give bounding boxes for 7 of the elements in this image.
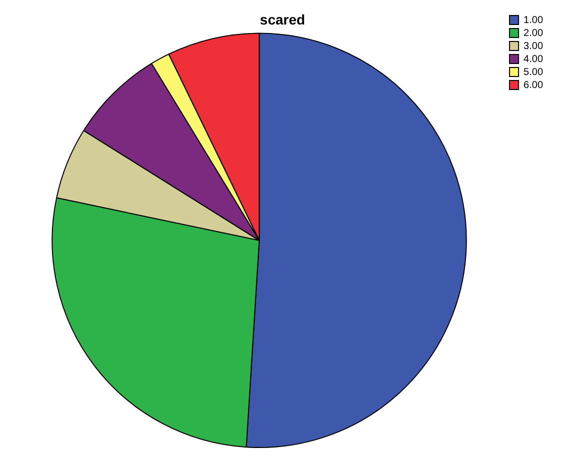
- legend-label: 1.00: [524, 14, 544, 26]
- legend-label: 2.00: [524, 28, 544, 39]
- chart-title: scared: [260, 11, 306, 28]
- legend-label: 5.00: [524, 66, 544, 78]
- legend-label: 3.00: [524, 40, 544, 52]
- legend-label: 4.00: [524, 54, 544, 65]
- legend-label: 6.00: [524, 80, 544, 91]
